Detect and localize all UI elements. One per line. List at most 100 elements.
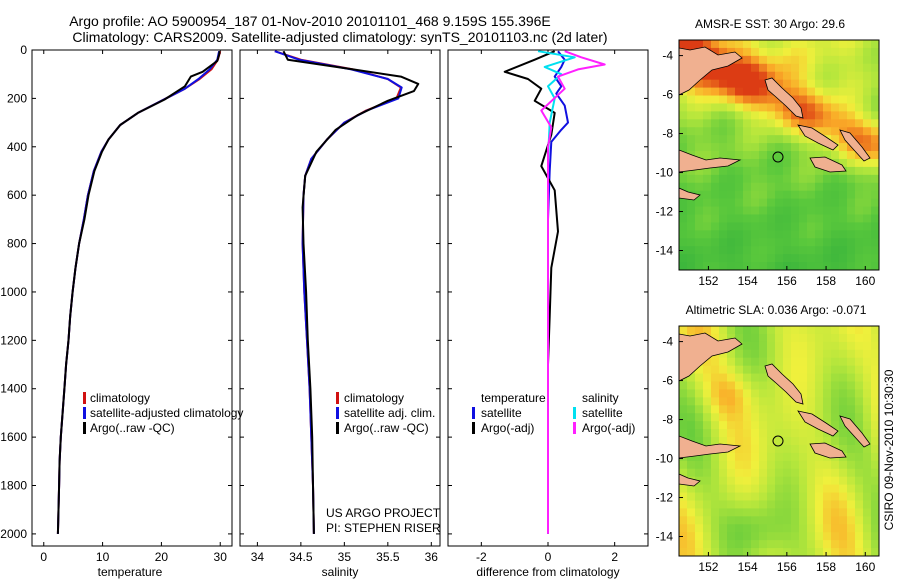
heatmap-cell — [711, 540, 720, 549]
heatmap-cell — [783, 151, 792, 160]
heatmap-cell — [775, 40, 784, 49]
heatmap-cell — [807, 500, 816, 509]
heatmap-cell — [735, 190, 744, 200]
heatmap-cell — [767, 158, 776, 168]
heatmap-cell — [687, 389, 696, 398]
heatmap-cell — [727, 166, 736, 176]
heatmap-cell — [799, 492, 808, 501]
heatmap-cell — [759, 214, 768, 223]
heatmap-cell — [703, 222, 712, 231]
heatmap-cell — [687, 222, 696, 231]
heatmap-cell — [863, 421, 872, 430]
heatmap-cell — [815, 198, 824, 208]
heatmap-cell — [791, 452, 800, 462]
heatmap-cell — [759, 127, 768, 136]
y-tick-label: 2000 — [0, 527, 27, 541]
heatmap-cell — [775, 540, 784, 549]
heatmap-cell — [823, 55, 832, 65]
heatmap-cell — [727, 476, 736, 486]
heatmap-cell — [695, 548, 704, 556]
heatmap-cell — [807, 532, 816, 541]
heatmap-cell — [791, 158, 800, 168]
heatmap-cell — [847, 222, 856, 231]
heatmap-cell — [719, 143, 728, 152]
heatmap-cell — [743, 222, 752, 231]
heatmap-cell — [767, 103, 776, 112]
title-line-1: Argo profile: AO 5900954_187 01-Nov-2010… — [69, 13, 551, 29]
heatmap-cell — [823, 389, 832, 398]
heatmap-cell — [743, 508, 752, 517]
heatmap-cell — [727, 143, 736, 152]
heatmap-cell — [847, 151, 856, 160]
heatmap-cell — [735, 484, 744, 494]
heatmap-cell — [687, 135, 696, 144]
heatmap-cell — [679, 143, 688, 152]
heatmap-cell — [847, 373, 856, 383]
heatmap-cell — [743, 444, 752, 454]
heatmap-cell — [759, 40, 768, 49]
heatmap-cell — [855, 405, 864, 414]
heatmap-cell — [815, 111, 824, 120]
heatmap-cell — [711, 492, 720, 501]
heatmap-cell — [695, 87, 704, 97]
heatmap-cell — [679, 222, 688, 231]
heatmap-cell — [791, 532, 800, 541]
heatmap-cell — [815, 389, 824, 398]
heatmap-cell — [783, 230, 792, 239]
x-tick-label: 30 — [214, 550, 228, 564]
heatmap-cell — [751, 246, 760, 255]
heatmap-cell — [807, 79, 816, 89]
heatmap-cell — [847, 182, 856, 192]
heatmap-cell — [791, 190, 800, 200]
coastline-new-britain — [679, 46, 743, 96]
heatmap-cell — [815, 55, 824, 65]
heatmap-cell — [807, 460, 816, 470]
heatmap-cell — [695, 214, 704, 223]
heatmap-cell — [831, 437, 840, 446]
heatmap-cell — [719, 437, 728, 446]
heatmap-cell — [823, 246, 832, 255]
heatmap-cell — [727, 500, 736, 509]
heatmap-cell — [743, 254, 752, 263]
series-line-temperature-satellite — [547, 50, 569, 534]
heatmap-cell — [759, 238, 768, 247]
heatmap-cell — [735, 429, 744, 438]
heatmap-cell — [823, 182, 832, 192]
map-y-tick-label: -10 — [656, 452, 674, 466]
heatmap-cell — [703, 437, 712, 446]
heatmap-cell — [831, 508, 840, 517]
heatmap-cell — [775, 365, 784, 375]
legend-swatch-t-satellite — [472, 407, 475, 419]
heatmap-cell — [735, 95, 744, 104]
heatmap-cell — [815, 262, 824, 270]
heatmap-cell — [831, 55, 840, 65]
heatmap-cell — [783, 143, 792, 152]
heatmap-cell — [759, 548, 768, 556]
heatmap-cell — [711, 262, 720, 270]
heatmap-cell — [703, 246, 712, 255]
heatmap-cell — [839, 95, 848, 104]
heatmap-cell — [815, 230, 824, 239]
heatmap-cell — [847, 166, 856, 176]
heatmap-cell — [847, 326, 856, 335]
heatmap-cell — [863, 198, 872, 208]
heatmap-cell — [719, 405, 728, 414]
heatmap-cell — [775, 166, 784, 176]
y-tick-label: 1000 — [0, 285, 27, 299]
heatmap-cell — [871, 437, 879, 446]
heatmap-cell — [775, 182, 784, 192]
heatmap-cell — [751, 71, 760, 81]
heatmap-cell — [855, 206, 864, 215]
argo-float-marker — [772, 435, 784, 447]
heatmap-cell — [815, 127, 824, 136]
heatmap-cell — [719, 373, 728, 383]
heatmap-cell — [759, 87, 768, 97]
heatmap-cell — [687, 381, 696, 390]
map-y-tick-label: -14 — [656, 244, 674, 258]
salinity-axes-box — [239, 49, 441, 547]
heatmap-cell — [863, 158, 872, 168]
heatmap-cell — [783, 341, 792, 351]
heatmap-cell — [831, 373, 840, 383]
heatmap-cell — [735, 452, 744, 462]
map-y-tick-label: -8 — [662, 413, 673, 427]
